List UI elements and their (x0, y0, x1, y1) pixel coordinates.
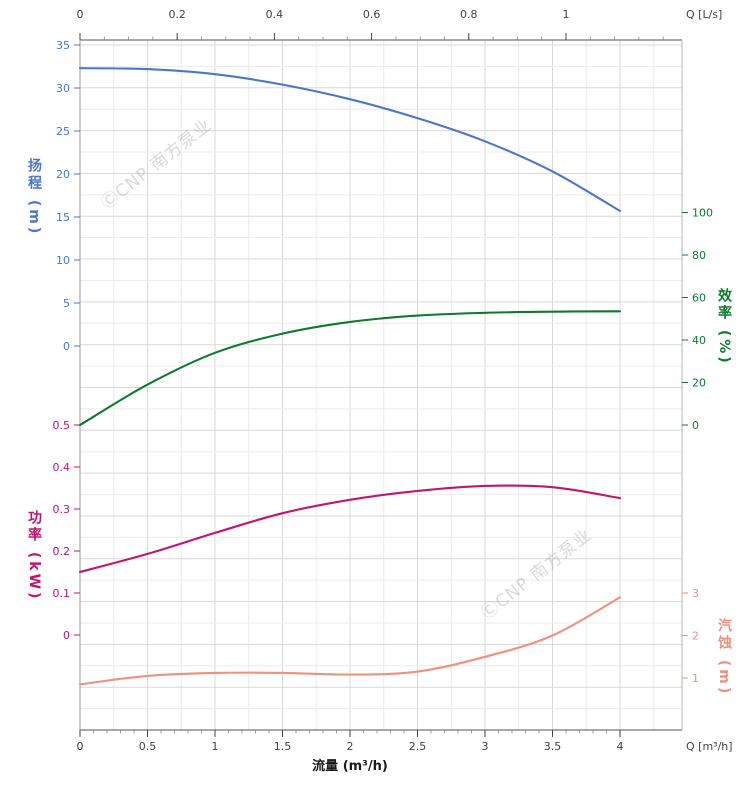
svg-text:0.8: 0.8 (460, 8, 478, 21)
svg-text:60: 60 (692, 292, 706, 305)
grid (79, 40, 683, 731)
svg-text:80: 80 (692, 249, 706, 262)
npsh-axis-label: 汽蚀 (m) (716, 618, 732, 697)
power-axis-label: 功率 (kW) (26, 510, 42, 602)
svg-text:1: 1 (563, 8, 570, 21)
svg-text:1: 1 (692, 672, 699, 685)
svg-text:3: 3 (482, 740, 489, 753)
svg-text:0: 0 (77, 740, 84, 753)
svg-text:5: 5 (63, 297, 70, 310)
svg-text:40: 40 (692, 334, 706, 347)
svg-text:2: 2 (347, 740, 354, 753)
svg-text:100: 100 (692, 207, 713, 220)
svg-text:0.5: 0.5 (53, 419, 71, 432)
svg-text:Q [m³/h]: Q [m³/h] (686, 740, 733, 753)
svg-text:0.2: 0.2 (53, 545, 71, 558)
svg-text:0.2: 0.2 (168, 8, 186, 21)
svg-text:35: 35 (56, 39, 70, 52)
svg-text:0.6: 0.6 (363, 8, 381, 21)
svg-text:0.1: 0.1 (53, 587, 71, 600)
svg-text:3.5: 3.5 (544, 740, 562, 753)
efficiency-curve (78, 310, 622, 427)
svg-text:0: 0 (63, 629, 70, 642)
svg-text:2: 2 (692, 630, 699, 643)
svg-text:流量 (m³/h): 流量 (m³/h) (312, 758, 388, 774)
svg-text:25: 25 (56, 125, 70, 138)
svg-text:3: 3 (692, 587, 699, 600)
head-curve (78, 67, 622, 213)
power-curve (78, 484, 622, 574)
svg-text:0.5: 0.5 (139, 740, 157, 753)
svg-text:30: 30 (56, 82, 70, 95)
svg-text:1.5: 1.5 (274, 740, 292, 753)
efficiency-axis-label: 效率 (%) (716, 288, 732, 366)
svg-text:1: 1 (212, 740, 219, 753)
svg-text:0: 0 (63, 340, 70, 353)
svg-text:10: 10 (56, 254, 70, 267)
svg-text:0.4: 0.4 (53, 461, 71, 474)
svg-text:2.5: 2.5 (409, 740, 427, 753)
svg-text:15: 15 (56, 211, 70, 224)
svg-text:0: 0 (692, 419, 699, 432)
svg-text:0.3: 0.3 (53, 503, 71, 516)
svg-text:0.4: 0.4 (266, 8, 284, 21)
npsh-curve (78, 596, 622, 686)
svg-text:20: 20 (56, 168, 70, 181)
svg-text:4: 4 (617, 740, 624, 753)
head-axis-label: 扬程 (m) (26, 158, 42, 237)
svg-text:20: 20 (692, 377, 706, 390)
svg-text:0: 0 (77, 8, 84, 21)
svg-text:Q [L/s]: Q [L/s] (686, 8, 722, 21)
